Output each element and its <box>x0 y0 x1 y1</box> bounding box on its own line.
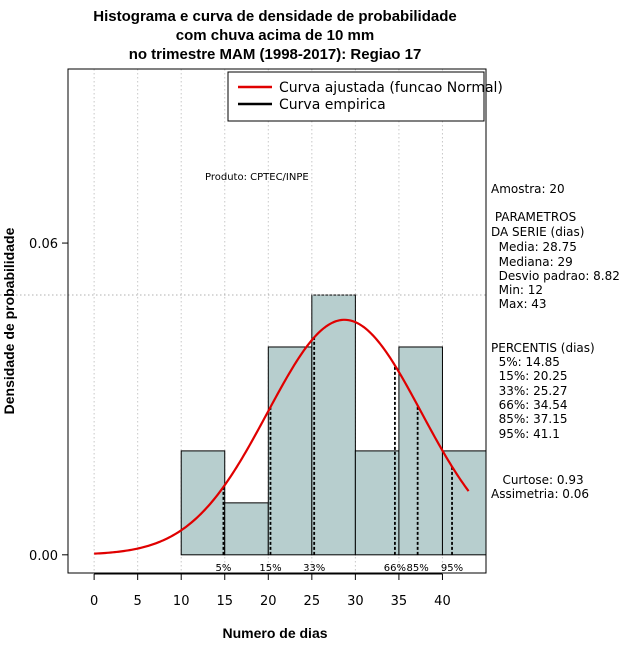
x-tick-label-8: 40 <box>434 594 451 609</box>
histogram-bar-4 <box>354 450 400 556</box>
stat-params-title-1: PARAMETROS <box>491 210 576 224</box>
chart-title-line-1: Histograma e curva de densidade de proba… <box>93 8 456 25</box>
x-tick-label-4: 20 <box>260 594 277 609</box>
stat-max: Max: 43 <box>491 297 547 311</box>
x-tick-label-2: 10 <box>173 594 190 609</box>
x-tick-label-7: 35 <box>391 594 408 609</box>
percentile-label-1: 15% <box>259 563 281 574</box>
percentile-label-5: 95% <box>441 563 463 574</box>
histogram-bar-1 <box>224 502 269 556</box>
percentile-label-2: 33% <box>303 563 325 574</box>
legend-box <box>227 71 485 122</box>
percentile-labels: 5% 15% 33% 66% 85% 95% <box>216 563 464 574</box>
stat-p66: 66%: 34.54 <box>491 398 568 412</box>
stat-params-title-2: DA SERIE (dias) <box>491 225 584 239</box>
histogram-bar-6 <box>441 450 487 556</box>
percentile-lines <box>222 337 453 555</box>
stat-amostra: Amostra: 20 <box>491 182 565 196</box>
product-label: Produto: CPTEC/INPE <box>205 172 309 183</box>
histogram-bar-5 <box>398 346 443 556</box>
y-axis: 0.00 0.06 <box>29 237 69 564</box>
x-tick-label-1: 5 <box>134 594 142 609</box>
stat-p5: 5%: 14.85 <box>491 355 560 369</box>
x-tick-label-6: 30 <box>347 594 364 609</box>
stat-mediana: Mediana: 29 <box>491 255 573 269</box>
y-axis-label: Densidade de probabilidade <box>1 227 17 414</box>
x-tick-label-5: 25 <box>304 594 321 609</box>
stat-curtose: Curtose: 0.93 <box>491 473 584 487</box>
histogram-bar-3 <box>311 294 356 556</box>
stat-p85: 85%: 37.15 <box>491 412 568 426</box>
histogram-bars <box>180 294 487 556</box>
stat-min: Min: 12 <box>491 283 543 297</box>
stats-panel: Amostra: 20 PARAMETROS DA SERIE (dias) M… <box>491 182 620 501</box>
x-axis-label: Numero de dias <box>222 625 327 641</box>
y-tick-label-1: 0.06 <box>29 237 58 252</box>
chart-title-line-2: com chuva acima de 10 mm <box>176 27 374 44</box>
percentile-label-4: 85% <box>407 563 429 574</box>
percentile-label-3: 66% <box>384 563 406 574</box>
normal-curve <box>94 318 470 555</box>
stat-p95: 95%: 41.1 <box>491 427 560 441</box>
normal-curve-line <box>94 318 470 555</box>
y-tick-label-0: 0.00 <box>29 549 58 564</box>
legend-label-empirical: Curva empirica <box>279 97 386 113</box>
legend: Curva ajustada (funcao Normal) Curva emp… <box>227 71 503 122</box>
x-axis: 0 5 10 15 20 25 30 35 40 <box>90 573 451 609</box>
stat-p33: 33%: 25.27 <box>491 384 568 398</box>
percentile-label-0: 5% <box>216 563 232 574</box>
stat-desvio: Desvio padrao: 8.82 <box>491 269 620 283</box>
chart-title-line-3: no trimestre MAM (1998-2017): Regiao 17 <box>129 46 422 63</box>
legend-label-normal: Curva ajustada (funcao Normal) <box>279 80 503 96</box>
histogram-bar-0 <box>180 450 226 556</box>
stat-assimetria: Assimetria: 0.06 <box>491 487 589 501</box>
x-tick-label-3: 15 <box>216 594 233 609</box>
stat-media: Media: 28.75 <box>491 240 577 254</box>
stat-percentis-title: PERCENTIS (dias) <box>491 341 595 355</box>
x-tick-label-0: 0 <box>90 594 98 609</box>
histogram-bar-2 <box>267 346 313 556</box>
stat-p15: 15%: 20.25 <box>491 369 568 383</box>
